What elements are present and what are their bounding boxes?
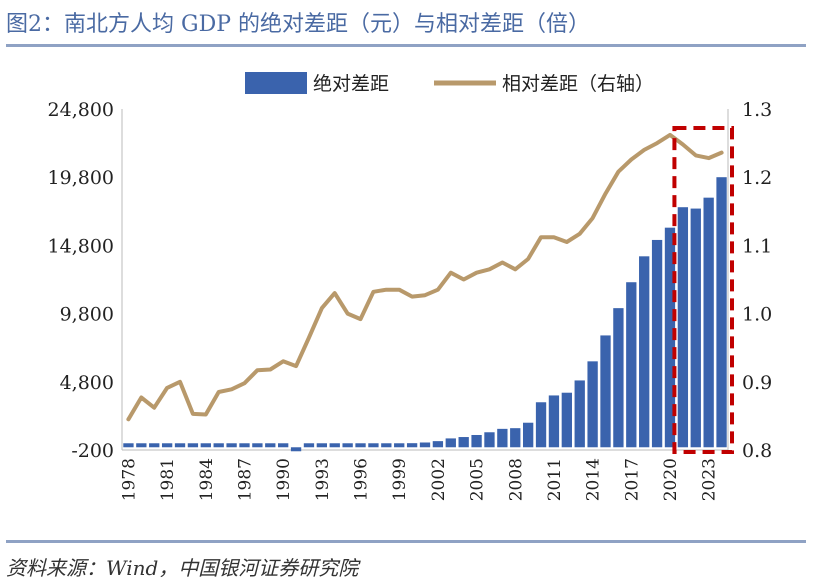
bar-1984 <box>200 443 211 448</box>
y-left-tick-label: -200 <box>71 440 114 462</box>
y-axis-left: -200 4,800 9,800 14,800 19,800 24,800 <box>48 99 114 462</box>
x-tick-label: 1999 <box>390 458 410 501</box>
bar-1985 <box>213 443 224 448</box>
bar-2014 <box>587 361 598 448</box>
y-left-tick-label: 9,800 <box>60 304 114 326</box>
x-tick-label: 2002 <box>429 458 449 501</box>
y-left-tick-label: 14,800 <box>48 235 114 257</box>
legend-line-label: 相对差距（右轴） <box>502 73 654 95</box>
y-right-tick-label: 0.8 <box>742 440 772 462</box>
x-tick-label: 1990 <box>274 458 294 501</box>
x-tick-label: 2014 <box>584 458 604 501</box>
bar-1987 <box>239 443 250 448</box>
bar-1998 <box>381 443 392 448</box>
line-series <box>126 132 724 422</box>
bar-1982 <box>174 443 186 448</box>
bar-2003 <box>445 438 456 448</box>
bar-1983 <box>187 443 199 448</box>
bar-2019 <box>651 239 663 448</box>
bar-2022 <box>690 208 701 448</box>
bar-2012 <box>561 392 572 448</box>
x-tick-label: 2005 <box>468 458 488 501</box>
bar-1980 <box>149 443 160 448</box>
y-right-tick-label: 1.3 <box>742 99 772 121</box>
bar-2005 <box>471 434 482 448</box>
bar-2013 <box>574 380 585 448</box>
x-tick-label: 1993 <box>313 458 333 501</box>
bar-1991 <box>290 447 302 452</box>
bar-2001 <box>419 442 431 448</box>
bar-1990 <box>278 443 289 448</box>
bar-1981 <box>161 443 173 448</box>
bar-2017 <box>626 282 637 448</box>
bar-2004 <box>458 437 469 448</box>
y-left-tick-label: 19,800 <box>48 167 114 189</box>
bar-1994 <box>329 443 340 448</box>
bar-1999 <box>394 443 405 448</box>
y-left-tick-label: 4,800 <box>60 372 114 394</box>
bar-1996 <box>355 443 366 448</box>
x-tick-label: 1981 <box>158 458 178 501</box>
bar-2016 <box>613 308 624 448</box>
legend-bar-swatch <box>245 72 307 94</box>
bar-2021 <box>677 207 689 448</box>
bar-2007 <box>497 428 508 448</box>
legend: 绝对差距 相对差距（右轴） <box>245 72 654 95</box>
highlight-dashed-rect <box>672 126 735 454</box>
bar-1997 <box>368 443 379 448</box>
bar-1995 <box>342 443 353 448</box>
bar-2023 <box>703 197 714 448</box>
y-left-tick-label: 24,800 <box>48 99 114 121</box>
chart-title: 图2：南北方人均 GDP 的绝对差距（元）与相对差距（倍） <box>6 12 591 37</box>
axes <box>121 109 729 451</box>
bar-series <box>123 177 727 452</box>
relative-gap-line <box>126 132 724 422</box>
bar-2000 <box>406 443 418 448</box>
x-tick-label: 2011 <box>545 458 565 501</box>
bar-1978 <box>123 443 134 448</box>
bar-1979 <box>136 443 147 448</box>
bar-2009 <box>522 422 534 448</box>
y-axis-right: 0.8 0.9 1.0 1.1 1.2 1.3 <box>742 99 772 462</box>
x-tick-label: 2017 <box>622 458 642 501</box>
x-axis: 1978 1981 1984 1987 1990 1993 1996 1999 2002 2005… <box>119 458 719 501</box>
source-note: 资料来源：Wind，中国银河证券研究院 <box>6 556 359 580</box>
bar-1993 <box>316 443 328 448</box>
y-right-tick-label: 1.2 <box>742 167 772 189</box>
y-right-tick-label: 1.0 <box>742 304 772 326</box>
bar-2008 <box>510 428 521 448</box>
x-tick-label: 1978 <box>119 458 139 501</box>
y-right-tick-label: 1.1 <box>742 235 772 257</box>
bar-1989 <box>265 443 276 448</box>
x-tick-label: 2023 <box>700 458 720 501</box>
bar-2010 <box>535 402 547 448</box>
x-tick-label: 2020 <box>661 458 681 501</box>
x-tick-label: 1987 <box>235 458 255 501</box>
bar-2015 <box>600 335 611 448</box>
bar-1992 <box>303 443 315 448</box>
footer-divider <box>6 540 806 543</box>
bar-2011 <box>548 395 560 448</box>
bar-2020 <box>664 227 676 448</box>
highlight-box <box>672 126 735 454</box>
bar-2002 <box>432 441 444 448</box>
bar-2006 <box>484 432 495 448</box>
chart: 绝对差距 相对差距（右轴） -200 4,800 9,800 14,800 19,800… <box>48 72 772 501</box>
bar-2018 <box>639 256 650 448</box>
x-tick-label: 1996 <box>352 458 372 501</box>
y-right-tick-label: 0.9 <box>742 372 772 394</box>
bar-1986 <box>226 443 237 448</box>
x-tick-label: 1984 <box>197 458 217 501</box>
legend-bar-label: 绝对差距 <box>313 73 389 95</box>
title-divider <box>6 44 806 47</box>
bar-2024 <box>716 177 727 448</box>
bar-1988 <box>252 443 263 448</box>
x-tick-label: 2008 <box>506 458 526 501</box>
